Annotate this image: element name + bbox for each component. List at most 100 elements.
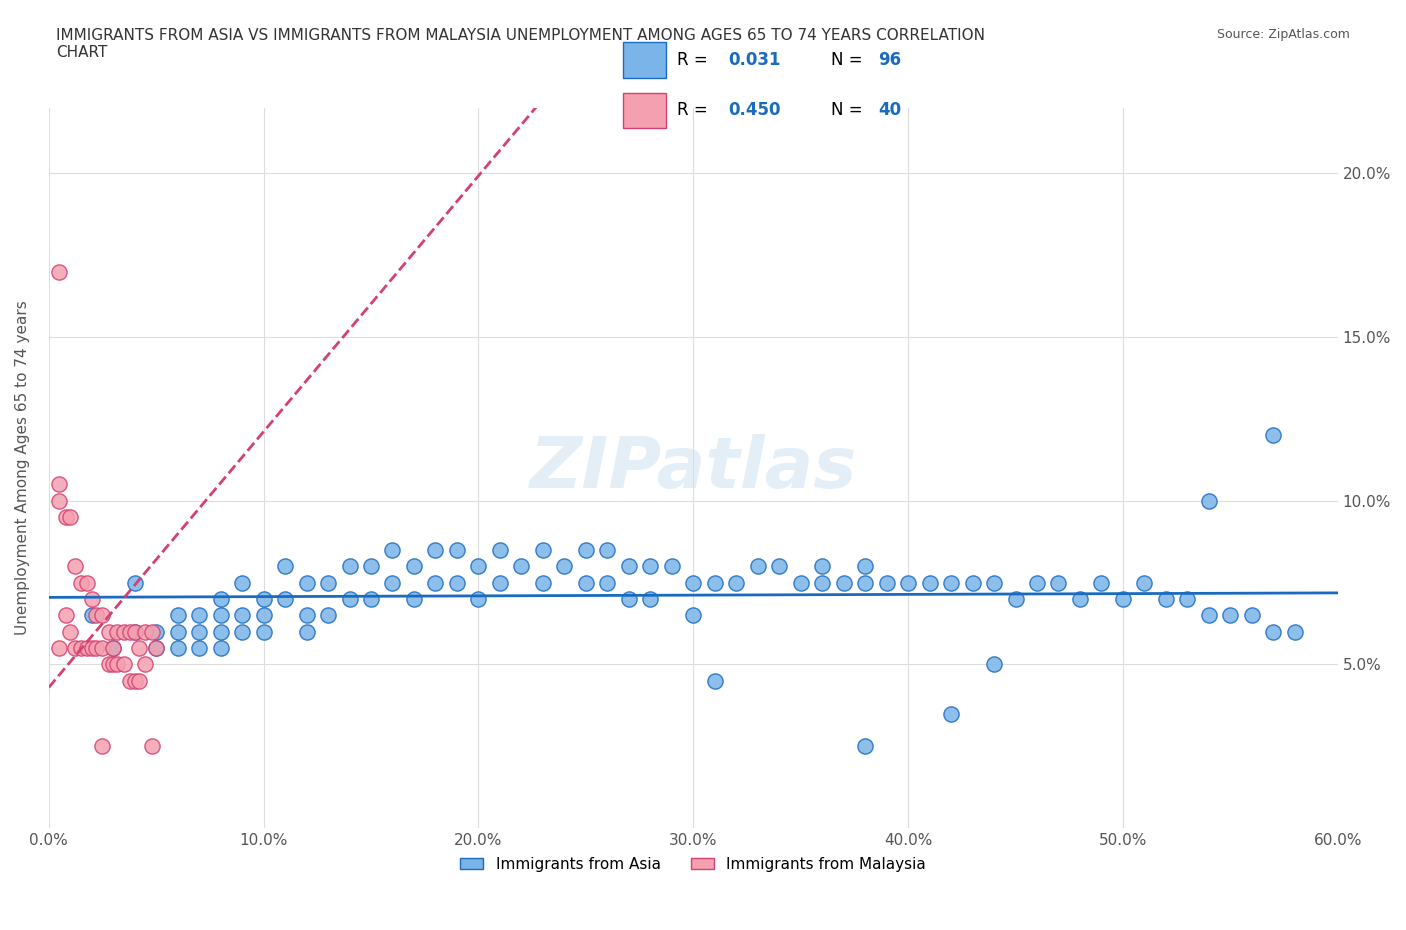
Point xyxy=(703,673,725,688)
Point xyxy=(128,641,150,656)
Legend: Immigrants from Asia, Immigrants from Malaysia: Immigrants from Asia, Immigrants from Ma… xyxy=(454,851,932,878)
Text: N =: N = xyxy=(831,51,868,69)
Point xyxy=(97,657,120,671)
Point xyxy=(531,575,554,590)
Point xyxy=(1112,591,1135,606)
Point xyxy=(1198,608,1220,623)
Point xyxy=(402,591,425,606)
Point xyxy=(124,624,146,639)
Text: Source: ZipAtlas.com: Source: ZipAtlas.com xyxy=(1216,28,1350,41)
FancyBboxPatch shape xyxy=(623,93,666,128)
Point xyxy=(575,542,598,557)
Point xyxy=(48,641,70,656)
Point xyxy=(1240,608,1263,623)
Point xyxy=(252,624,274,639)
Point xyxy=(381,575,404,590)
Point xyxy=(339,591,361,606)
Point xyxy=(274,559,297,574)
Point xyxy=(55,608,77,623)
Point xyxy=(983,657,1005,671)
Point xyxy=(295,624,318,639)
Point xyxy=(1177,591,1199,606)
Point xyxy=(725,575,748,590)
Point xyxy=(209,608,232,623)
Point xyxy=(107,624,129,639)
Point xyxy=(1263,624,1285,639)
Point xyxy=(789,575,811,590)
Point xyxy=(166,608,188,623)
Point xyxy=(128,673,150,688)
Text: ZIPatlas: ZIPatlas xyxy=(530,433,856,502)
Point xyxy=(84,641,107,656)
Point xyxy=(124,673,146,688)
Text: 40: 40 xyxy=(879,101,901,119)
Point xyxy=(59,510,82,525)
Point xyxy=(832,575,855,590)
Point xyxy=(84,608,107,623)
Point xyxy=(703,575,725,590)
Point xyxy=(640,559,662,574)
Point xyxy=(446,542,468,557)
Point xyxy=(425,542,447,557)
Point xyxy=(103,641,125,656)
Point xyxy=(231,624,253,639)
Point xyxy=(360,559,382,574)
Point xyxy=(876,575,898,590)
Point xyxy=(295,608,318,623)
Point xyxy=(134,657,156,671)
Point xyxy=(55,510,77,525)
Point xyxy=(617,591,640,606)
Point xyxy=(145,641,167,656)
Point xyxy=(48,477,70,492)
Point xyxy=(112,624,135,639)
Text: R =: R = xyxy=(678,101,713,119)
Text: N =: N = xyxy=(831,101,868,119)
Point xyxy=(145,624,167,639)
Point xyxy=(166,624,188,639)
Point xyxy=(316,575,339,590)
Point xyxy=(48,264,70,279)
Point xyxy=(63,641,86,656)
Text: 96: 96 xyxy=(879,51,901,69)
Point xyxy=(640,591,662,606)
Point xyxy=(489,542,512,557)
Text: 0.450: 0.450 xyxy=(728,101,782,119)
Point xyxy=(141,624,163,639)
Point xyxy=(120,624,142,639)
Point xyxy=(768,559,790,574)
Point xyxy=(120,673,142,688)
Point xyxy=(80,641,103,656)
Point xyxy=(252,591,274,606)
Point xyxy=(63,559,86,574)
Point xyxy=(682,608,704,623)
Point xyxy=(983,575,1005,590)
Text: 0.031: 0.031 xyxy=(728,51,782,69)
Point xyxy=(48,494,70,509)
Point xyxy=(145,641,167,656)
Point xyxy=(70,641,93,656)
Point xyxy=(1284,624,1306,639)
Point xyxy=(134,624,156,639)
Point xyxy=(853,738,876,753)
Point xyxy=(811,559,834,574)
Point xyxy=(91,608,114,623)
Text: IMMIGRANTS FROM ASIA VS IMMIGRANTS FROM MALAYSIA UNEMPLOYMENT AMONG AGES 65 TO 7: IMMIGRANTS FROM ASIA VS IMMIGRANTS FROM … xyxy=(56,28,986,60)
Point xyxy=(1154,591,1177,606)
Point xyxy=(467,559,489,574)
Point xyxy=(510,559,533,574)
Point xyxy=(59,624,82,639)
Point xyxy=(596,575,619,590)
Point xyxy=(467,591,489,606)
Point xyxy=(124,624,146,639)
Point xyxy=(1026,575,1049,590)
Point xyxy=(91,738,114,753)
Point xyxy=(231,608,253,623)
Point xyxy=(682,575,704,590)
Point xyxy=(124,575,146,590)
Point xyxy=(811,575,834,590)
Point xyxy=(531,542,554,557)
Point xyxy=(209,624,232,639)
Point xyxy=(1047,575,1070,590)
Point xyxy=(1069,591,1091,606)
FancyBboxPatch shape xyxy=(623,43,666,78)
